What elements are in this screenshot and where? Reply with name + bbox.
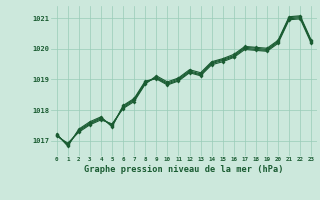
X-axis label: Graphe pression niveau de la mer (hPa): Graphe pression niveau de la mer (hPa) — [84, 165, 284, 174]
